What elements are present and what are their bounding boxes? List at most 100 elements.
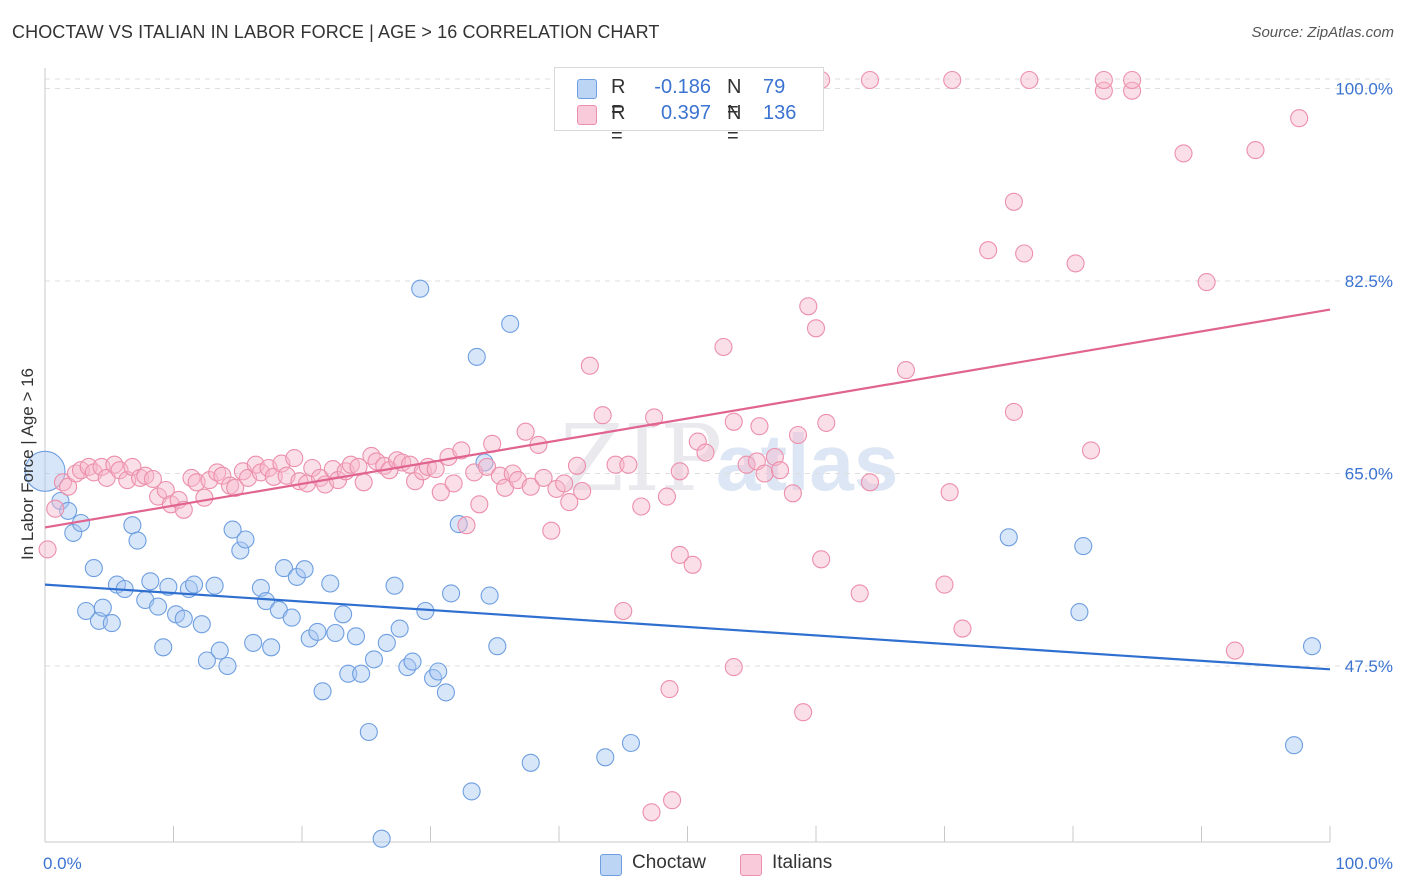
choctaw-point (295, 560, 314, 579)
legend-label-choctaw: Choctaw (632, 852, 706, 873)
italian-point (979, 241, 998, 260)
italian-point (580, 356, 599, 375)
italian-point (670, 545, 689, 564)
source-label: Source: ZipAtlas.com (1251, 24, 1394, 41)
choctaw-point (596, 748, 615, 767)
italian-point (470, 495, 489, 514)
choctaw-point (385, 576, 404, 595)
italian-point (1123, 81, 1142, 100)
watermark: ZIP (560, 405, 722, 512)
choctaw-point (359, 722, 378, 742)
choctaw-point (326, 623, 345, 643)
italian-point (614, 601, 633, 621)
choctaw-point (390, 619, 409, 638)
choctaw-point (442, 584, 461, 603)
italian-point (714, 337, 733, 357)
choctaw-trend-line (44, 583, 1331, 671)
italians-swatch (740, 854, 762, 876)
italian-point (208, 463, 227, 482)
italian-point (516, 422, 535, 441)
italian-point (663, 791, 682, 810)
choctaw-point (102, 614, 121, 633)
italian-point (788, 425, 808, 445)
italian-point (431, 483, 450, 502)
choctaw-point (93, 598, 112, 617)
italian-point (670, 462, 689, 481)
choctaw-point (236, 530, 255, 549)
correlation-legend: R = -0.186 N = 79 R = 0.397 N = 136 (554, 67, 824, 147)
italian-point (645, 408, 664, 427)
choctaw-point (159, 577, 178, 596)
italian-point (1246, 141, 1265, 160)
italian-point (362, 446, 381, 465)
italian-point (1174, 144, 1193, 163)
italian-point (1094, 81, 1113, 100)
choctaw-point (205, 576, 224, 595)
italian-point (750, 417, 769, 436)
chart-title: CHOCTAW VS ITALIAN IN LABOR FORCE | AGE … (12, 22, 660, 42)
n-value: 79 (763, 76, 786, 98)
italian-point (770, 461, 790, 480)
italian-point (226, 478, 245, 497)
choctaw-point (321, 574, 340, 593)
x-tick-label: 100.0% (1335, 854, 1393, 873)
r-label: R = (611, 102, 626, 147)
n-label: N = (727, 102, 742, 147)
italian-point (935, 575, 954, 594)
italian-point (213, 466, 232, 485)
choctaw-point (339, 664, 358, 683)
italian-point (683, 555, 702, 574)
italian-point (452, 441, 471, 460)
italian-point (555, 474, 574, 493)
choctaw-point (1284, 736, 1304, 755)
choctaw-point (197, 651, 216, 670)
choctaw-point (141, 572, 160, 591)
choctaw-point (521, 753, 540, 772)
italian-point (285, 449, 304, 468)
italian-point (46, 499, 65, 518)
choctaw-point (300, 629, 319, 648)
choctaw-point (274, 559, 294, 578)
choctaw-point (174, 609, 193, 628)
choctaw-point (1074, 537, 1093, 556)
choctaw-point (488, 637, 507, 656)
watermark: atlas (716, 418, 898, 507)
italian-point (860, 70, 880, 90)
italian-point (724, 412, 743, 431)
italian-point (642, 803, 661, 822)
choctaw-point (287, 567, 306, 586)
italian-point (619, 455, 638, 474)
y-tick-label: 82.5% (1345, 272, 1393, 291)
choctaw-swatch (577, 79, 597, 99)
italian-point (794, 703, 813, 722)
italian-point (143, 469, 162, 489)
choctaw-point (372, 829, 391, 848)
choctaw-point (377, 633, 396, 652)
italian-point (521, 477, 540, 496)
italian-point (896, 361, 916, 380)
italian-point (1290, 109, 1309, 128)
italian-point (1081, 441, 1101, 460)
italians-trend-line (44, 308, 1331, 529)
italian-point (406, 472, 425, 491)
italian-point (1004, 402, 1023, 421)
italian-point (860, 473, 880, 492)
choctaw-point (313, 682, 332, 701)
italian-point (737, 455, 756, 474)
italian-point (755, 464, 774, 483)
choctaw-point (1302, 637, 1322, 656)
italians-swatch (577, 105, 597, 125)
choctaw-point (364, 650, 384, 669)
italian-point (696, 443, 715, 462)
italian-point (573, 482, 592, 501)
italian-point (724, 658, 743, 677)
choctaw-point (346, 627, 366, 646)
italian-point (660, 680, 679, 699)
n-label: N = (727, 76, 742, 121)
italian-point (560, 493, 579, 512)
italian-point (567, 456, 587, 475)
italian-point (79, 457, 98, 476)
italian-point (542, 521, 561, 540)
italian-point (1020, 70, 1039, 90)
italian-point (593, 406, 612, 425)
